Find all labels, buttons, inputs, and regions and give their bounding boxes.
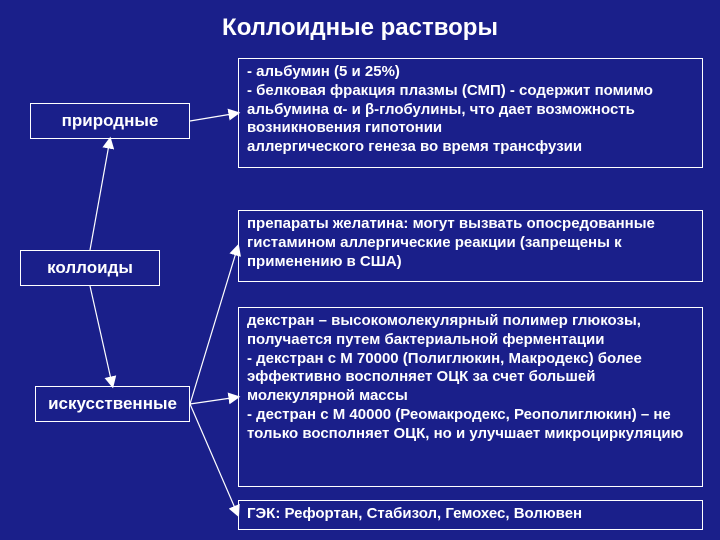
box-hes-text: ГЭК: Рефортан, Стабизол, Гемохес, Волюве… <box>247 505 582 522</box>
box-colloids-label: коллоиды <box>47 257 133 278</box>
box-gelatin-text: препараты желатина: могут вызвать опосре… <box>247 215 655 270</box>
box-dextran-text: декстран – высокомолекулярный полимер гл… <box>247 312 683 442</box>
box-artificial: искусственные <box>35 386 190 422</box>
box-albumin-text: - альбумин (5 и 25%)- белковая фракция п… <box>247 63 653 155</box>
box-colloids: коллоиды <box>20 250 160 286</box>
box-dextran: декстран – высокомолекулярный полимер гл… <box>238 307 703 487</box>
slide-title: Коллоидные растворы <box>0 14 720 42</box>
box-natural-label: природные <box>62 110 159 131</box>
slide: Коллоидные растворы природные коллоиды и… <box>0 0 720 540</box>
box-natural: природные <box>30 103 190 139</box>
box-artificial-label: искусственные <box>48 393 177 414</box>
box-gelatin: препараты желатина: могут вызвать опосре… <box>238 210 703 282</box>
box-albumin: - альбумин (5 и 25%)- белковая фракция п… <box>238 58 703 168</box>
box-hes: ГЭК: Рефортан, Стабизол, Гемохес, Волюве… <box>238 500 703 530</box>
